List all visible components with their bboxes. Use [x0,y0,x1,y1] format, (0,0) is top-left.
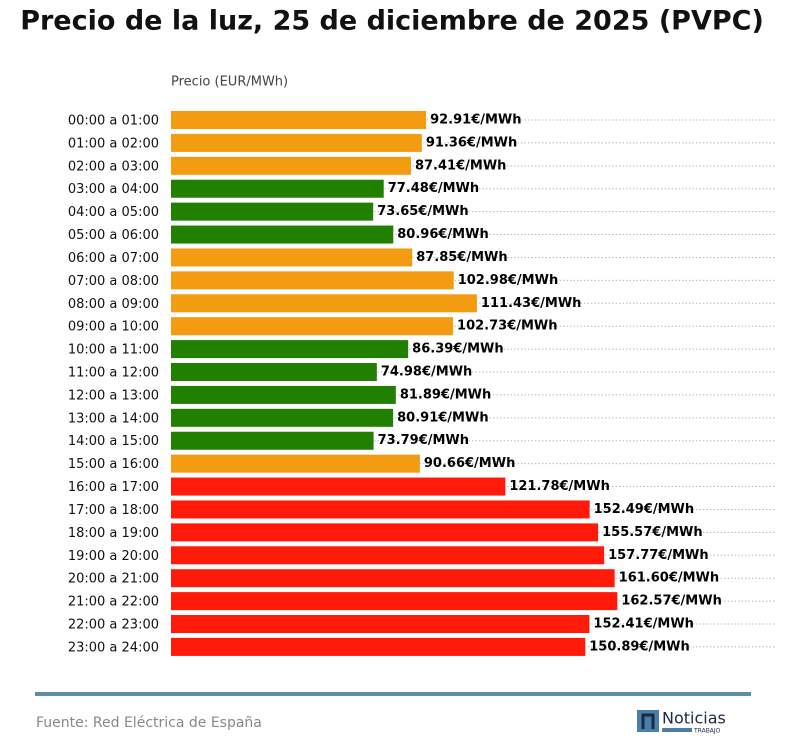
value-label: 91.36€/MWh [426,135,517,150]
bar [171,317,454,336]
y-tick-label: 06:00 a 07:00 [68,251,159,266]
y-tick-label: 07:00 a 08:00 [68,274,159,289]
bar [171,615,590,634]
logo-sub: TRABAJO [693,728,721,735]
value-label: 155.57€/MWh [602,525,703,540]
axis-label: Precio (EUR/MWh) [171,75,288,90]
y-tick-label: 22:00 a 23:00 [68,618,159,633]
bar [171,111,427,129]
y-tick-label: 04:00 a 05:00 [68,205,159,220]
bar [171,500,590,519]
bar [171,431,374,450]
value-label: 111.43€/MWh [481,296,582,311]
y-tick-label: 18:00 a 19:00 [68,526,159,541]
value-label: 90.66€/MWh [424,456,515,471]
value-label: 80.91€/MWh [397,410,488,425]
y-tick-label: 02:00 a 03:00 [68,159,159,174]
y-tick-label: 03:00 a 04:00 [68,182,159,197]
value-label: 73.79€/MWh [378,433,469,448]
value-label: 121.78€/MWh [509,479,609,494]
value-label: 74.98€/MWh [381,365,472,380]
value-label: 152.49€/MWh [594,502,695,517]
bar [171,202,374,221]
y-tick-label: 09:00 a 10:00 [68,320,159,335]
value-label: 86.39€/MWh [412,342,503,357]
y-tick-label: 20:00 a 21:00 [68,572,159,587]
y-tick-label: 21:00 a 22:00 [68,595,159,610]
value-label: 92.91€/MWh [430,113,521,128]
y-tick-label: 14:00 a 15:00 [68,434,159,449]
y-tick-label: 10:00 a 11:00 [68,343,159,358]
value-label: 81.89€/MWh [400,387,491,402]
y-tick-label: 12:00 a 13:00 [68,388,159,403]
value-label: 157.77€/MWh [608,548,709,563]
bar [171,340,409,359]
value-label: 87.41€/MWh [415,158,506,173]
bar [171,592,618,611]
bar [171,637,586,656]
bar [171,546,605,565]
value-label: 87.85€/MWh [416,250,507,265]
bar [171,363,377,382]
value-label: 102.73€/MWh [457,319,557,334]
bar [171,179,384,198]
value-label: 102.98€/MWh [458,273,559,288]
bar [171,569,615,588]
bar [171,248,413,267]
bar [171,133,422,152]
y-tick-label: 00:00 a 01:00 [68,114,159,129]
y-tick-label: 05:00 a 06:00 [68,228,159,243]
value-label: 161.60€/MWh [619,571,720,586]
y-tick-label: 23:00 a 24:00 [68,640,159,655]
bar [171,385,396,404]
bar [171,408,394,427]
logo: Noticias [662,709,726,728]
bar [171,156,411,175]
bar [171,271,454,290]
value-label: 152.41€/MWh [593,617,694,632]
value-label: 80.96€/MWh [397,227,488,242]
y-tick-label: 17:00 a 18:00 [68,503,159,518]
value-label: 162.57€/MWh [621,594,722,609]
logo-icon [637,710,659,732]
value-label: 150.89€/MWh [589,639,690,654]
bar [171,454,420,473]
bar [171,294,477,313]
y-tick-label: 11:00 a 12:00 [68,366,159,381]
y-tick-label: 15:00 a 16:00 [68,457,159,472]
value-label: 73.65€/MWh [377,204,468,219]
source: Fuente: Red Eléctrica de España [36,715,262,731]
bar [171,523,599,542]
y-tick-label: 08:00 a 09:00 [68,297,159,312]
logo-glyph [641,713,655,729]
y-tick-label: 13:00 a 14:00 [68,411,159,426]
y-tick-label: 16:00 a 17:00 [68,480,159,495]
y-tick-label: 19:00 a 20:00 [68,549,159,564]
value-label: 77.48€/MWh [388,181,479,196]
chart-title: Precio de la luz, 25 de diciembre de 202… [20,6,764,37]
bar [171,477,506,496]
bar [171,225,394,244]
y-tick-label: 01:00 a 02:00 [68,136,159,151]
logo-bar [662,728,692,732]
